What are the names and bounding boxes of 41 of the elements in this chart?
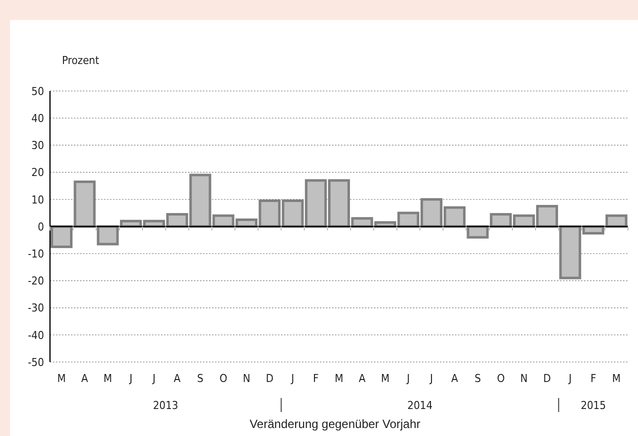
x-tick-label: J <box>568 372 572 385</box>
x-tick-label: S <box>474 372 481 385</box>
y-tick-label: -50 <box>28 356 44 369</box>
x-tick-label: O <box>496 372 505 385</box>
x-tick-label: A <box>174 372 181 385</box>
y-tick-label: 0 <box>38 220 44 234</box>
x-tick-label: N <box>520 372 528 385</box>
x-tick-label: F <box>313 372 320 385</box>
x-tick-label: O <box>220 372 228 385</box>
y-tick-label: -20 <box>28 274 44 288</box>
y-tick-label: -10 <box>28 247 44 260</box>
y-tick-label: 10 <box>31 193 44 206</box>
x-tick-label: A <box>81 372 88 385</box>
y-tick-label: 20 <box>31 166 44 180</box>
x-tick-label: D <box>543 372 552 385</box>
y-tick-label: 30 <box>31 139 44 152</box>
x-tick-label: J <box>128 372 132 385</box>
y-tick-label: -40 <box>28 328 44 342</box>
x-tick-label: M <box>380 372 390 385</box>
x-tick-label: J <box>152 372 156 385</box>
y-axis-title: Prozent <box>62 54 100 67</box>
x-axis-title: Veränderung gegenüber Vorjahr <box>250 417 420 431</box>
x-tick-label: J <box>429 372 433 385</box>
text: 2015 <box>580 398 606 412</box>
x-tick-label: M <box>334 372 344 385</box>
y-tick-label: -30 <box>28 302 44 315</box>
text: 2013 <box>153 398 178 412</box>
x-tick-label: J <box>290 372 294 385</box>
x-tick-label: M <box>104 372 112 385</box>
x-tick-label: D <box>266 372 274 385</box>
x-tick-label: A <box>451 372 458 385</box>
x-tick-label: M <box>57 372 66 385</box>
x-tick-label: M <box>612 372 621 385</box>
x-tick-label: A <box>358 372 366 385</box>
x-tick-label: F <box>590 372 596 385</box>
x-tick-label: J <box>406 372 410 385</box>
text: 2014 <box>407 398 433 412</box>
x-tick-label: S <box>197 372 204 385</box>
x-tick-label: N <box>242 372 250 385</box>
y-tick-label: 40 <box>31 112 44 125</box>
y-tick-label: 50 <box>31 84 44 98</box>
